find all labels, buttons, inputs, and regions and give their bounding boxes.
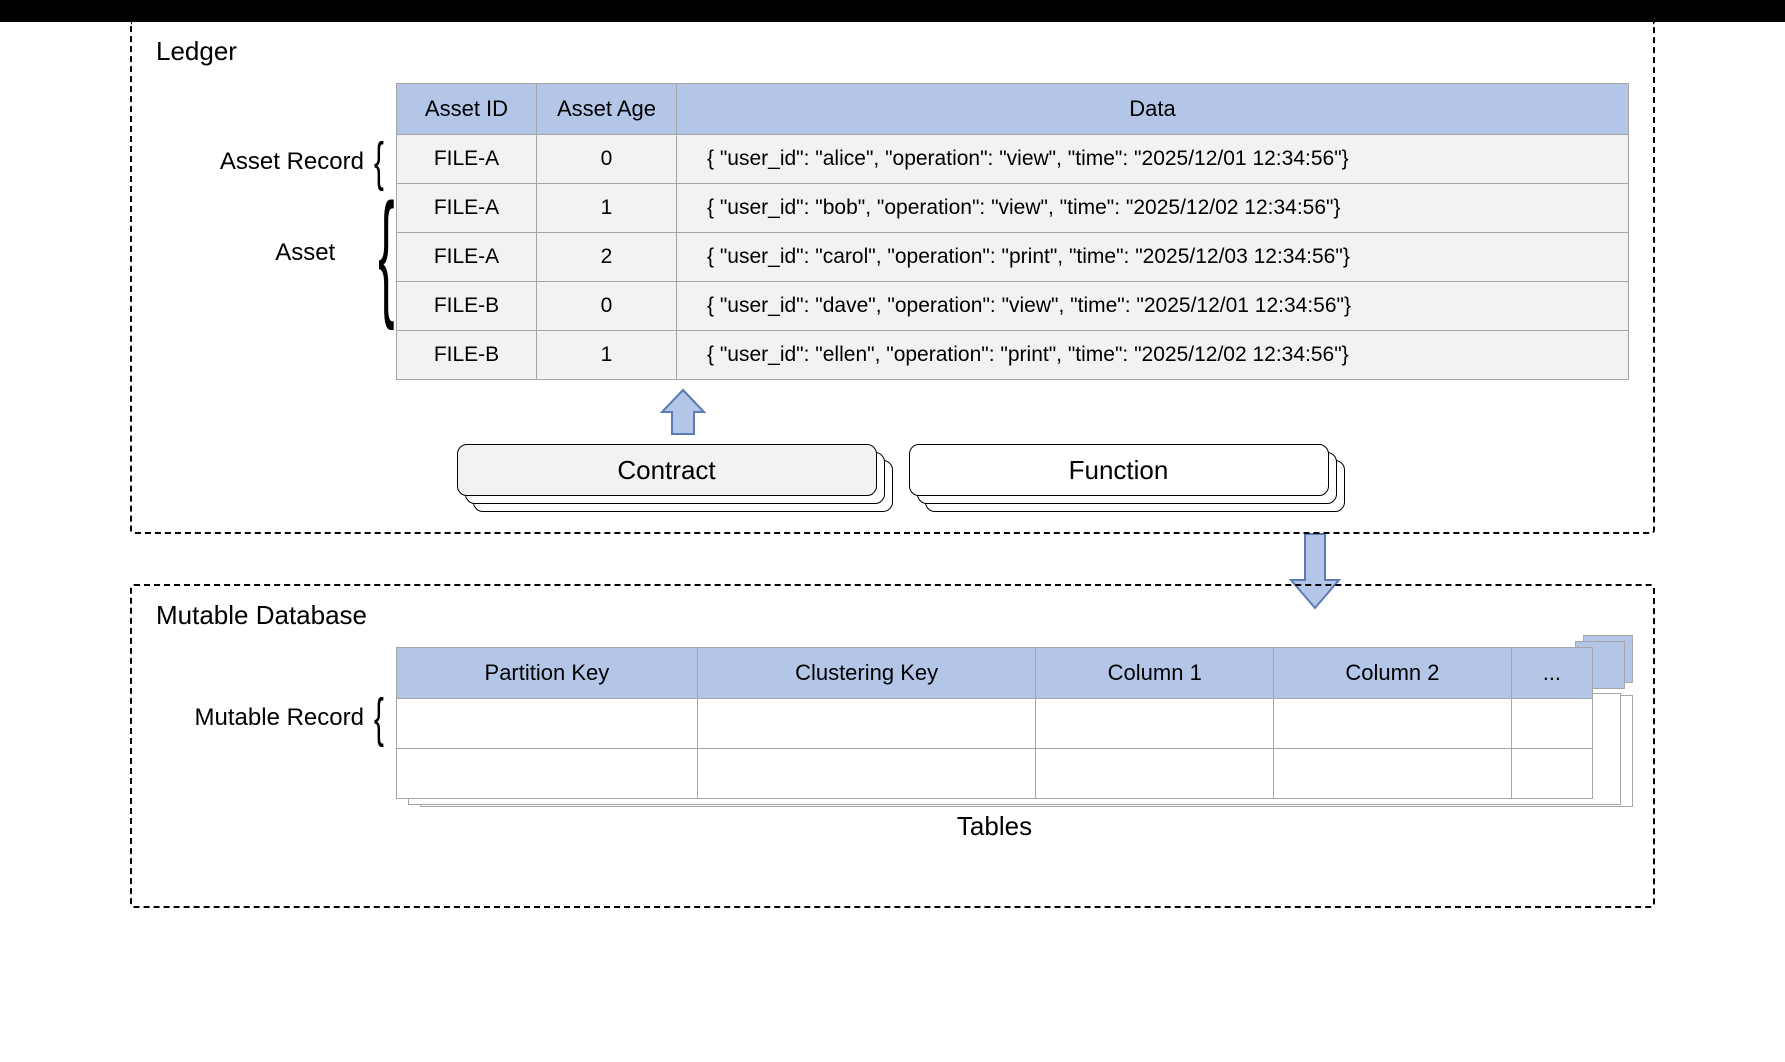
cell-asset-id: FILE-A xyxy=(397,233,537,282)
cell-data: { "user_id": "bob", "operation": "view",… xyxy=(677,184,1629,233)
contract-stack: Contract xyxy=(457,444,877,508)
col-column-1: Column 1 xyxy=(1036,648,1274,699)
cell-empty xyxy=(1274,699,1512,749)
col-clustering-key: Clustering Key xyxy=(697,648,1036,699)
cell-asset-id: FILE-A xyxy=(397,184,537,233)
table-header-row: Asset ID Asset Age Data xyxy=(397,84,1629,135)
ledger-container: Ledger Asset Record { Asset { Asset ID xyxy=(130,22,1655,534)
cell-empty xyxy=(1274,749,1512,799)
tables-caption: Tables xyxy=(396,811,1593,842)
up-arrow-icon xyxy=(656,386,710,440)
cell-empty xyxy=(1511,749,1592,799)
top-black-bar xyxy=(0,0,1785,22)
db-title: Mutable Database xyxy=(156,600,1629,631)
cell-asset-age: 0 xyxy=(537,282,677,331)
col-asset-age: Asset Age xyxy=(537,84,677,135)
table-row: FILE-A1{ "user_id": "bob", "operation": … xyxy=(397,184,1629,233)
cell-empty xyxy=(697,749,1036,799)
cell-data: { "user_id": "carol", "operation": "prin… xyxy=(677,233,1629,282)
cell-asset-age: 1 xyxy=(537,331,677,380)
table-row: FILE-A2{ "user_id": "carol", "operation"… xyxy=(397,233,1629,282)
brace-icon: { xyxy=(374,691,384,745)
mutable-db-table: Partition Key Clustering Key Column 1 Co… xyxy=(396,647,1593,799)
ledger-title: Ledger xyxy=(156,36,1629,67)
table-row: FILE-A0{ "user_id": "alice", "operation"… xyxy=(397,135,1629,184)
mutable-db-container: Mutable Database Mutable Record { Partit xyxy=(130,584,1655,908)
cell-empty xyxy=(1511,699,1592,749)
contract-label: Contract xyxy=(617,455,715,486)
table-row xyxy=(397,699,1593,749)
col-asset-id: Asset ID xyxy=(397,84,537,135)
asset-label: Asset xyxy=(275,239,335,267)
function-stack: Function xyxy=(909,444,1329,508)
cell-empty xyxy=(1036,699,1274,749)
col-ellipsis: ... xyxy=(1511,648,1592,699)
cell-asset-age: 1 xyxy=(537,184,677,233)
function-label: Function xyxy=(1069,455,1169,486)
cell-asset-id: FILE-B xyxy=(397,331,537,380)
cell-asset-id: FILE-A xyxy=(397,135,537,184)
function-box: Function xyxy=(909,444,1329,496)
table-row xyxy=(397,749,1593,799)
cell-empty xyxy=(397,699,698,749)
table-header-row: Partition Key Clustering Key Column 1 Co… xyxy=(397,648,1593,699)
cell-data: { "user_id": "ellen", "operation": "prin… xyxy=(677,331,1629,380)
cell-empty xyxy=(397,749,698,799)
col-data: Data xyxy=(677,84,1629,135)
cell-asset-id: FILE-B xyxy=(397,282,537,331)
brace-icon: { xyxy=(378,183,394,323)
cell-asset-age: 0 xyxy=(537,135,677,184)
cell-data: { "user_id": "alice", "operation": "view… xyxy=(677,135,1629,184)
table-row: FILE-B1{ "user_id": "ellen", "operation"… xyxy=(397,331,1629,380)
mutable-record-label: Mutable Record xyxy=(195,704,364,732)
col-partition-key: Partition Key xyxy=(397,648,698,699)
cell-data: { "user_id": "dave", "operation": "view"… xyxy=(677,282,1629,331)
cell-empty xyxy=(1036,749,1274,799)
col-column-2: Column 2 xyxy=(1274,648,1512,699)
ledger-table: Asset ID Asset Age Data FILE-A0{ "user_i… xyxy=(396,83,1629,380)
cell-asset-age: 2 xyxy=(537,233,677,282)
table-row: FILE-B0{ "user_id": "dave", "operation":… xyxy=(397,282,1629,331)
contract-box: Contract xyxy=(457,444,877,496)
cell-empty xyxy=(697,699,1036,749)
